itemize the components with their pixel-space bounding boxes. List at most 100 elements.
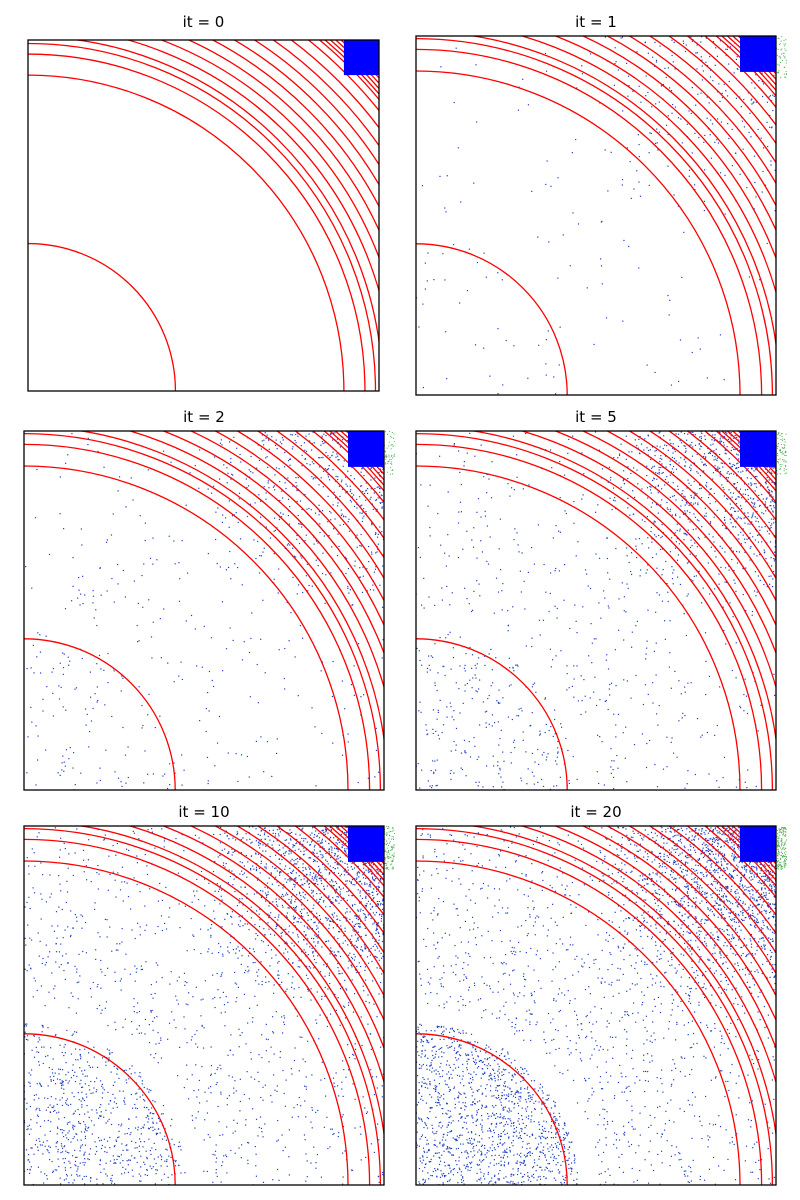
ring-arc [24,443,371,790]
overflow-point [776,54,778,56]
particle-point [358,872,361,874]
particle-point [464,670,466,672]
particle-point [268,487,270,489]
ring-arc [28,0,611,391]
particle-point [432,760,434,762]
particle-point [707,452,710,455]
particle-point [121,785,123,787]
overflow-point [777,437,779,439]
particle-point [340,514,343,517]
particle-point [278,884,280,887]
particle-point [376,925,378,927]
particle-point [362,490,364,493]
particle-point [378,932,380,935]
particle-point [681,499,683,501]
particle-point [364,883,366,886]
particle-point [358,925,360,927]
particle-point [736,467,738,469]
particle-point [432,728,434,730]
particle-point [653,478,656,480]
particle-point [650,530,652,533]
particle-point [261,440,263,442]
particle-point [67,454,69,456]
particle-point [343,935,345,937]
particle-point [358,876,360,878]
particle-point [442,253,444,255]
particle-point [636,556,638,559]
particle-point [640,569,642,571]
particle-point [705,484,707,486]
particle-point [69,365,70,366]
particle-point [311,878,313,880]
particle-point [317,941,319,943]
particle-point [281,497,284,499]
particle-point [700,736,702,738]
particle-point [665,560,667,563]
particle-point [627,587,629,589]
particle-point [480,540,482,542]
particle-point [699,474,701,477]
particle-point [375,929,377,932]
particle-point [630,570,632,573]
particle-point [636,445,638,447]
particle-point [674,532,676,534]
particle-point [259,843,261,845]
particle-point [318,874,320,876]
ring-arc [581,431,776,627]
particle-point [473,182,475,184]
particle-point [284,451,286,454]
particle-point [489,536,491,538]
particle-point [738,551,740,553]
particle-point [52,692,54,694]
particle-point [690,112,692,115]
particle-point [316,925,318,927]
particle-point [770,557,772,559]
particle-point [751,610,754,613]
panel-it-10: it = 10 [23,803,395,1186]
particle-point [291,858,293,861]
particle-point [247,971,249,973]
particle-point [629,514,631,516]
particle-point [381,606,384,608]
particle-point [368,889,370,892]
particle-point [299,893,301,895]
particle-point [652,466,654,468]
particle-point [698,520,700,522]
particle-point [733,579,735,581]
particle-point [629,422,630,423]
particle-point [769,583,771,585]
particle-point [294,916,297,919]
particle-point [314,844,316,846]
particle-point [351,878,354,881]
particle-point [717,118,719,120]
particle-point [347,890,350,892]
particle-point [778,428,779,429]
particle-point [497,702,500,704]
particle-point [375,956,377,958]
particle-point [329,920,331,922]
particle-point [641,488,643,490]
particle-point [315,830,317,832]
particle-point [306,508,308,510]
particle-point [294,901,296,903]
particle-point [650,458,652,461]
particle-point [292,932,294,934]
particle-point [263,444,265,446]
particle-point [676,756,678,758]
particle-point [287,873,289,875]
particle-point [347,869,349,871]
particle-point [706,377,708,379]
overflow-point [785,39,787,41]
particle-point [709,134,711,136]
particle-point [719,453,721,456]
particle-point [267,482,269,484]
particle-point [774,169,776,171]
particle-point [557,277,559,279]
particle-point [369,498,371,500]
particle-point [645,75,647,77]
particle-point [333,491,335,493]
particle-point [667,115,669,117]
particle-point [430,769,432,772]
particle-point [450,685,451,686]
particle-point [273,553,275,555]
